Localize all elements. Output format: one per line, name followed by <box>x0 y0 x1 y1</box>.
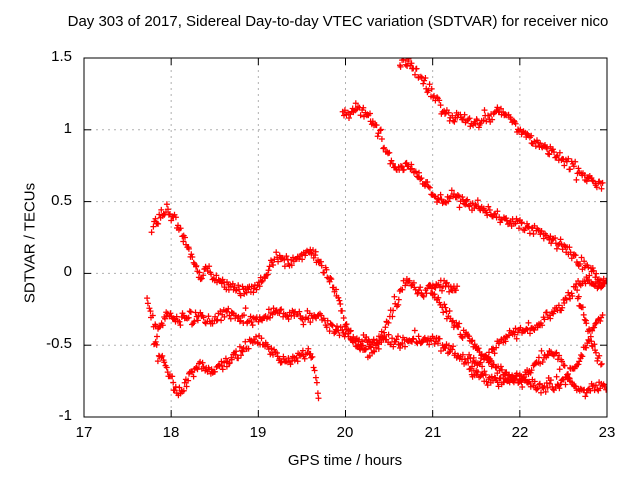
y-tick-label-0: 0 <box>63 263 72 280</box>
y-tick-label-0p5: 0.5 <box>51 192 72 209</box>
satellite-arc-6 <box>428 290 606 396</box>
y-tick-label-neg0p5: -0.5 <box>46 335 72 352</box>
chart-title: Day 303 of 2017, Sidereal Day-to-day VTE… <box>67 13 609 30</box>
x-tick-label-18: 18 <box>162 424 180 441</box>
satellite-arc-2 <box>339 100 607 290</box>
satellite-arc-1 <box>397 58 606 192</box>
y-tick-label-1p5: 1.5 <box>51 48 72 65</box>
y-tick-label-1: 1 <box>63 120 72 137</box>
satellite-arc-7 <box>466 347 607 400</box>
x-tick-label-21: 21 <box>424 424 442 441</box>
x-tick-label-20: 20 <box>336 424 354 441</box>
x-tick-label-23: 23 <box>598 424 616 441</box>
x-tick-label-22: 22 <box>511 424 529 441</box>
x-tick-label-19: 19 <box>249 424 267 441</box>
satellite-arc-4 <box>144 274 607 375</box>
x-tick-label-17: 17 <box>75 424 93 441</box>
satellite-arc-5 <box>151 332 322 402</box>
x-axis-label: GPS time / hours <box>287 452 403 469</box>
y-tick-label-neg1: -1 <box>58 407 72 424</box>
satellite-arc-8 <box>574 293 605 368</box>
